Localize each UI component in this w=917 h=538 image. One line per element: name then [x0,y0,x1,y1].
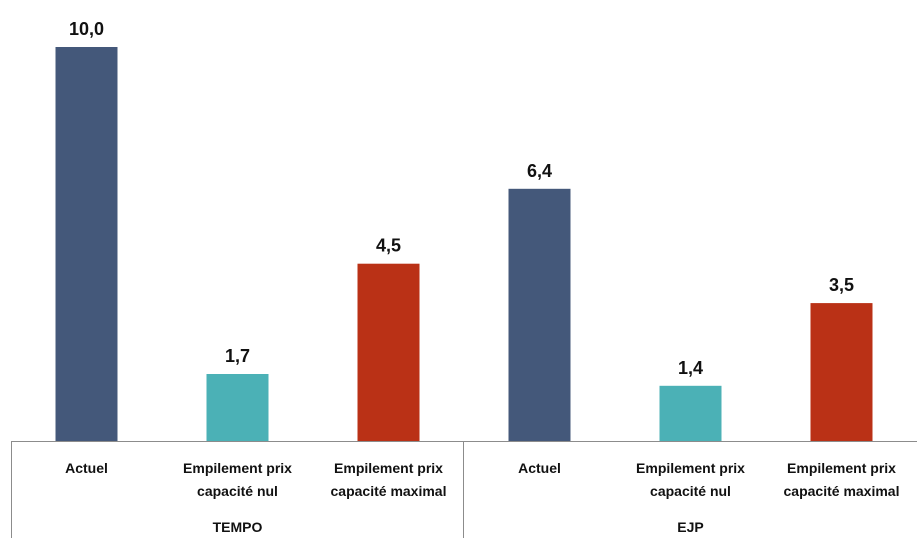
x-tick-label: Empilement prix [183,460,292,476]
group-label: EJP [677,519,703,535]
bar [659,385,722,441]
x-tick-label: Actuel [518,460,561,476]
x-tick-label: capacité nul [650,483,731,499]
data-label: 10,0 [69,19,104,39]
x-tick-label: Empilement prix [787,460,896,476]
bar [810,303,873,441]
x-tick-label: capacité nul [197,483,278,499]
data-label: 1,7 [225,346,250,366]
x-tick-label: Empilement prix [636,460,745,476]
data-label: 4,5 [376,236,401,256]
x-tick-label: capacité maximal [331,483,447,499]
group-label: TEMPO [213,519,263,535]
x-tick-label: capacité maximal [784,483,900,499]
bar [206,374,269,441]
bar [508,188,571,441]
x-tick-label: Actuel [65,460,108,476]
data-label: 1,4 [678,358,703,378]
data-label: 3,5 [829,275,854,295]
data-label: 6,4 [527,161,552,181]
x-tick-label: Empilement prix [334,460,443,476]
bar [357,263,420,441]
bar [55,47,118,441]
